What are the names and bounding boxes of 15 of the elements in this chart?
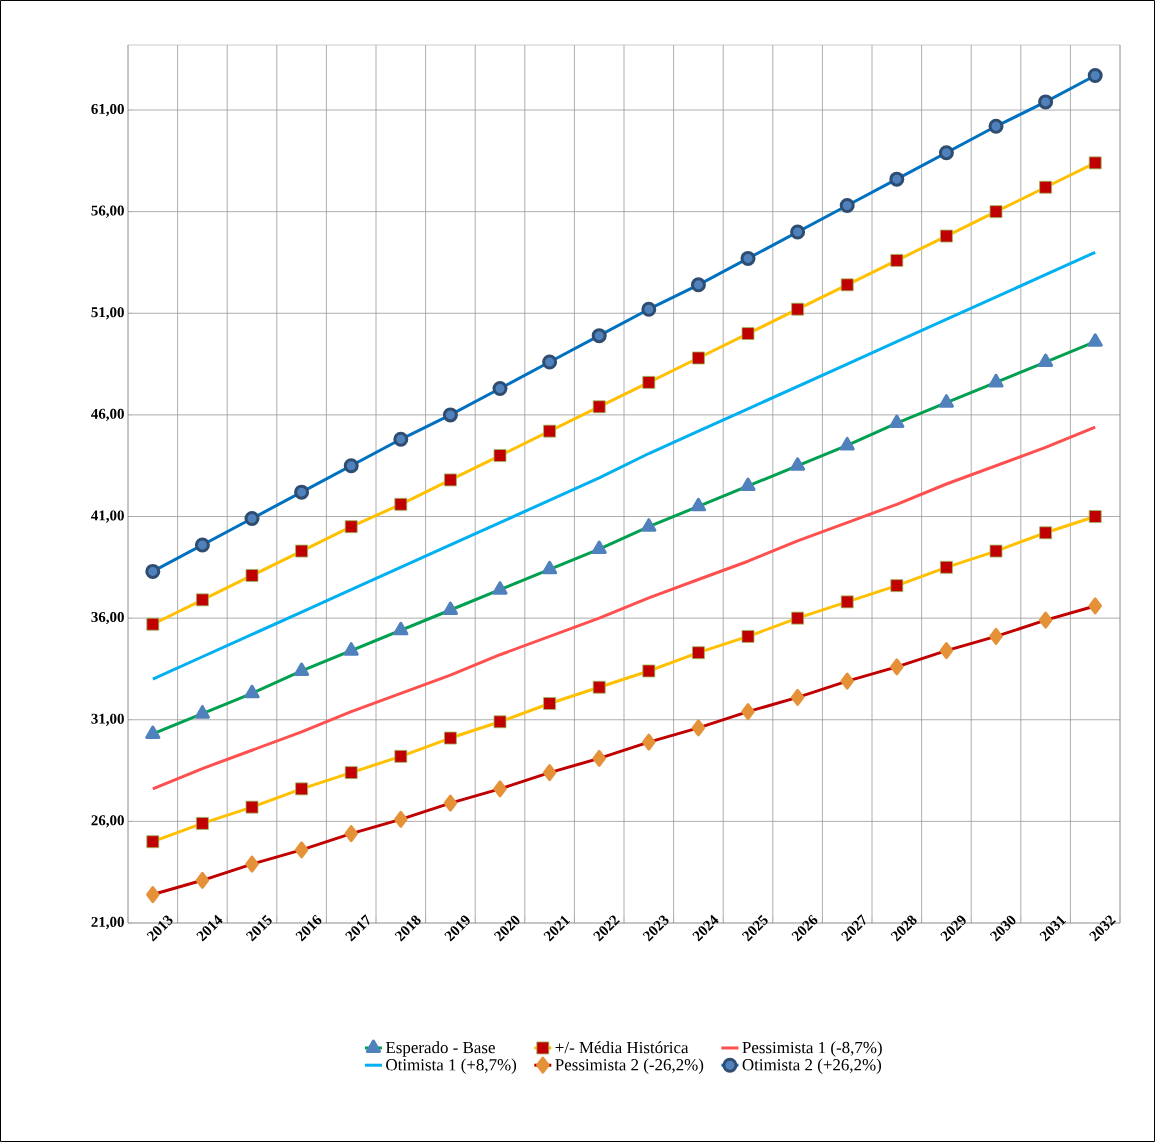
legend-label: Esperado - Base bbox=[385, 1041, 495, 1057]
y-tick-label: 26,00 bbox=[91, 815, 124, 828]
legend-label: Pessimista 2 (-26,2%) bbox=[555, 1058, 704, 1074]
y-tick-label: 41,00 bbox=[91, 510, 124, 523]
y-tick-label: 61,00 bbox=[91, 103, 124, 117]
y-tick-label: 36,00 bbox=[91, 612, 124, 625]
legend-label: Pessimista 1 (-8,7%) bbox=[742, 1041, 882, 1057]
y-tick-label: 21,00 bbox=[91, 916, 124, 930]
legend-label: Otimista 1 (+8,7%) bbox=[386, 1058, 517, 1074]
y-tick-label: 56,00 bbox=[91, 205, 124, 218]
y-tick-label: 46,00 bbox=[91, 408, 124, 422]
y-tick-label: 31,00 bbox=[91, 713, 124, 726]
legend-label: +/- Média Histórica bbox=[555, 1041, 689, 1054]
legend-label: Otimista 2 (+26,2%) bbox=[742, 1058, 882, 1074]
y-tick-label: 51,00 bbox=[91, 307, 124, 320]
